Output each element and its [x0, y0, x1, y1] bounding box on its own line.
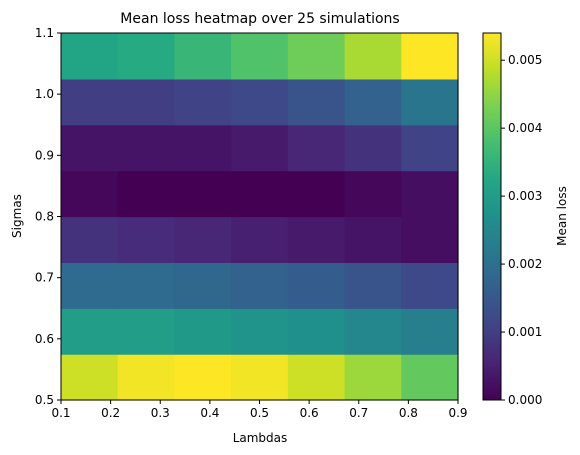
heatmap-cell [287, 170, 346, 218]
heatmap-cell [174, 124, 232, 172]
heatmap-cell [174, 78, 232, 126]
y-tick-label: 0.5 [35, 393, 54, 407]
heatmap-cell [231, 308, 289, 355]
heatmap-cell [287, 33, 346, 80]
heatmap-cell [344, 262, 402, 309]
heatmap-cell [401, 262, 459, 309]
heatmap-cell [344, 308, 402, 355]
heatmap-cell [287, 124, 346, 172]
x-tick-label: 0.7 [349, 406, 368, 420]
heatmap-cell [231, 216, 289, 263]
heatmap-cell [61, 354, 119, 401]
x-tick-label: 0.4 [200, 406, 219, 420]
heatmap-cell [174, 170, 232, 218]
heatmap-cell [231, 170, 289, 218]
heatmap-cell [61, 216, 119, 263]
heatmap-cell [61, 78, 119, 126]
heatmap-cell [344, 170, 402, 218]
heatmap-cell [174, 354, 232, 401]
heatmap-cell [61, 308, 119, 355]
colorbar-tick-label: 0.005 [508, 53, 542, 67]
colorbar-tick-label: 0.004 [508, 121, 542, 135]
heatmap-cell [117, 33, 176, 80]
heatmap-cell [401, 216, 459, 263]
heatmap-cell [344, 216, 402, 263]
x-axis-label: Lambdas [233, 431, 288, 445]
heatmap-cell [117, 262, 176, 309]
heatmap-cell [287, 216, 346, 263]
x-tick-label: 0.6 [300, 406, 319, 420]
heatmap-cell [117, 124, 176, 172]
heatmap-cell [174, 216, 232, 263]
x-tick-label: 0.1 [51, 406, 70, 420]
x-tick-label: 0.3 [151, 406, 170, 420]
heatmap-cell [287, 262, 346, 309]
heatmap-cell [174, 33, 232, 80]
heatmap-cell [117, 170, 176, 218]
colorbar [482, 32, 502, 401]
heatmap-cell [117, 308, 176, 355]
colorbar-tick-label: 0.002 [508, 257, 542, 271]
heatmap-cell [174, 308, 232, 355]
heatmap-cell [287, 78, 346, 126]
y-tick-label: 1.0 [35, 87, 54, 101]
heatmap-cell [231, 124, 289, 172]
heatmap-cell [231, 33, 289, 80]
heatmap-cells [61, 33, 459, 401]
colorbar-tick-label: 0.000 [508, 393, 542, 407]
x-axis: 0.1 0.2 0.3 0.4 0.5 0.6 0.7 0.8 0.9 [51, 400, 468, 420]
heatmap-cell [401, 170, 459, 218]
x-tick-label: 0.9 [448, 406, 467, 420]
heatmap-cell [231, 78, 289, 126]
heatmap-cell [401, 308, 459, 355]
y-tick-label: 0.8 [35, 210, 54, 224]
x-tick-label: 0.2 [101, 406, 120, 420]
heatmap-cell [344, 78, 402, 126]
colorbar-axis: 0.000 0.001 0.002 0.003 0.004 0.005 [501, 53, 542, 407]
y-tick-label: 0.9 [35, 148, 54, 162]
y-tick-label: 1.1 [35, 26, 54, 40]
colorbar-tick-label: 0.003 [508, 189, 542, 203]
heatmap-cell [344, 354, 402, 401]
heatmap-cell [287, 308, 346, 355]
heatmap-cell [117, 354, 176, 401]
heatmap-cell [401, 124, 459, 172]
heatmap-cell [231, 262, 289, 309]
heatmap-cell [401, 354, 459, 401]
heatmap-cell [287, 354, 346, 401]
heatmap-cell [344, 124, 402, 172]
heatmap-cell [401, 78, 459, 126]
y-tick-label: 0.6 [35, 332, 54, 346]
heatmap-cell [174, 262, 232, 309]
chart-title: Mean loss heatmap over 25 simulations [120, 11, 399, 27]
heatmap-cell [117, 78, 176, 126]
colorbar-label: Mean loss [555, 186, 569, 246]
x-tick-label: 0.5 [250, 406, 269, 420]
heatmap-cell [61, 124, 119, 172]
y-tick-label: 0.7 [35, 271, 54, 285]
heatmap-cell [401, 33, 459, 80]
heatmap-cell [117, 216, 176, 263]
heatmap-cell [344, 33, 402, 80]
heatmap-cell [61, 170, 119, 218]
heatmap-cell [61, 262, 119, 309]
heatmap-cell [61, 33, 119, 80]
heatmap-cell [231, 354, 289, 401]
colorbar-tick-label: 0.001 [508, 325, 542, 339]
y-axis: 0.5 0.6 0.7 0.8 0.9 1.0 1.1 [35, 26, 61, 407]
y-axis-label: Sigmas [10, 194, 24, 238]
x-tick-label: 0.8 [399, 406, 418, 420]
